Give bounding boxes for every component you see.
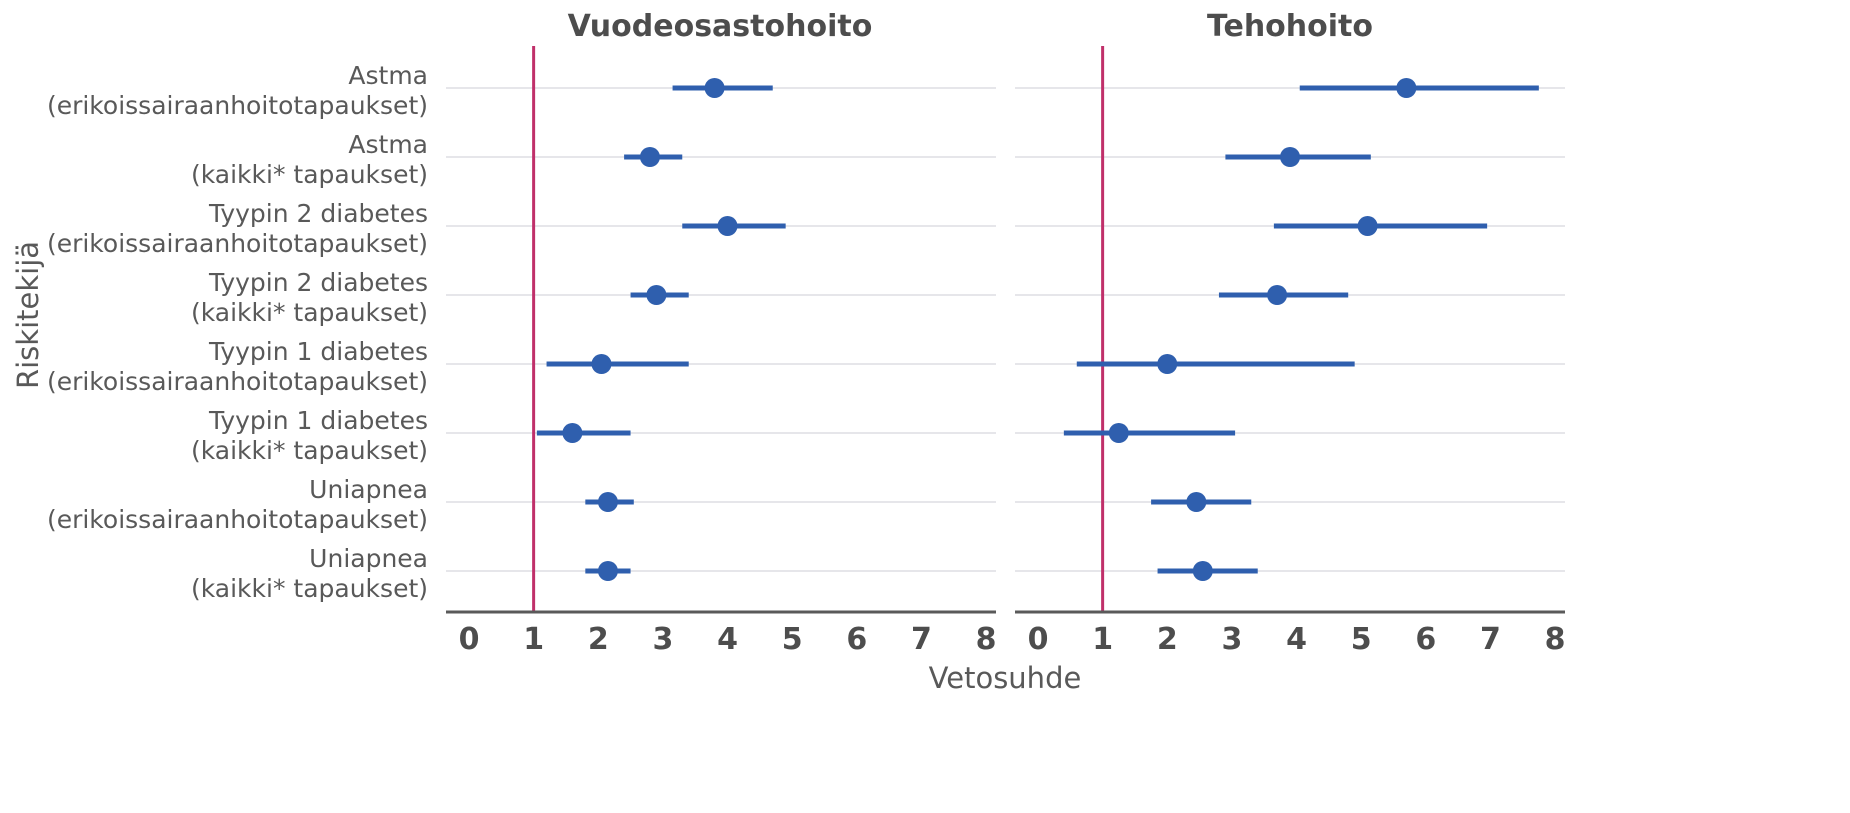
x-tick-label: 6 [846, 622, 867, 657]
point-estimate [1396, 78, 1417, 98]
panel-vuodeosastohoito: Vuodeosastohoito 0 1 2 3 4 5 6 7 8 [446, 9, 996, 657]
x-tick-label: 7 [911, 622, 932, 657]
point-estimate [562, 423, 583, 443]
row-label: Tyypin 2 diabetes [208, 199, 428, 228]
x-axis-title: Vetosuhde [929, 661, 1082, 695]
panel-tehohoito: Tehohoito 0 1 2 3 4 5 6 7 8 [1015, 9, 1565, 657]
x-tick-label: 1 [1092, 622, 1113, 657]
panel-title: Tehohoito [1207, 9, 1373, 44]
x-tick-label: 1 [523, 622, 544, 657]
y-axis-title: Riskitekijä [11, 241, 45, 389]
row-label: (erikoissairaanhoitotapaukset) [47, 229, 428, 258]
row-labels: Astma(erikoissairaanhoitotapaukset)Astma… [47, 61, 428, 603]
x-tick-label: 3 [652, 622, 673, 657]
point-estimate [591, 354, 612, 374]
row-label: Uniapnea [309, 475, 428, 504]
row-label: (erikoissairaanhoitotapaukset) [47, 367, 428, 396]
point-estimate [704, 78, 725, 98]
x-tick-label: 2 [1157, 622, 1178, 657]
row-label: (erikoissairaanhoitotapaukset) [47, 91, 428, 120]
point-estimate [1280, 147, 1301, 167]
row-label: (erikoissairaanhoitotapaukset) [47, 505, 428, 534]
x-tick-label: 2 [588, 622, 609, 657]
point-estimate [597, 561, 618, 581]
panel-title: Vuodeosastohoito [568, 9, 873, 44]
point-estimate [1192, 561, 1213, 581]
row-label: (kaikki* tapaukset) [191, 160, 428, 189]
row-label: Astma [348, 130, 428, 159]
row-label: Tyypin 1 diabetes [208, 337, 428, 366]
row-label: Tyypin 1 diabetes [208, 406, 428, 435]
x-tick-label: 6 [1415, 622, 1436, 657]
row-label: Tyypin 2 diabetes [208, 268, 428, 297]
x-tick-label: 0 [459, 622, 480, 657]
x-tick-label: 7 [1480, 622, 1501, 657]
point-estimate [1108, 423, 1129, 443]
row-label: (kaikki* tapaukset) [191, 298, 428, 327]
row-label: Uniapnea [309, 544, 428, 573]
x-tick-label: 8 [976, 622, 997, 657]
point-estimate [646, 285, 667, 305]
row-label: (kaikki* tapaukset) [191, 574, 428, 603]
x-tick-label: 0 [1028, 622, 1049, 657]
x-tick-label: 3 [1221, 622, 1242, 657]
x-tick-label: 4 [1286, 622, 1307, 657]
x-tick-label: 4 [717, 622, 738, 657]
point-estimate [717, 216, 738, 236]
x-tick-label: 8 [1545, 622, 1566, 657]
row-label: (kaikki* tapaukset) [191, 436, 428, 465]
x-tick-label: 5 [1351, 622, 1372, 657]
point-estimate [1357, 216, 1378, 236]
point-estimate [1267, 285, 1288, 305]
point-estimate [1186, 492, 1207, 512]
point-estimate [1157, 354, 1178, 374]
x-tick-label: 5 [782, 622, 803, 657]
point-estimate [597, 492, 618, 512]
row-label: Astma [348, 61, 428, 90]
point-estimate [639, 147, 660, 167]
